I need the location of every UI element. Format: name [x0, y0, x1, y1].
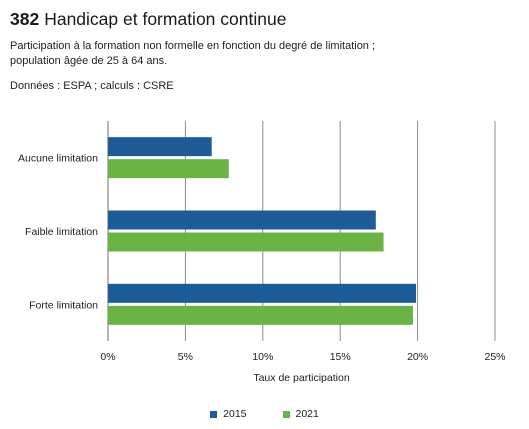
- figure-title: Handicap et formation continue: [44, 9, 287, 29]
- bar-chart: Aucune limitation Faible limitation Forte …: [18, 121, 506, 384]
- chart-subtitle: Participation à la formation non formell…: [10, 39, 520, 69]
- bar-2015-1: [108, 137, 212, 157]
- legend-item-2021: 2021: [282, 408, 319, 420]
- category-label-3: Forte limitation: [29, 299, 98, 311]
- chart-legend: 2015 2021: [0, 408, 529, 420]
- legend-item-2015: 2015: [210, 408, 247, 420]
- chart-header: 382 Handicap et formation continue Partic…: [10, 8, 520, 94]
- bar-2015-3: [108, 283, 417, 303]
- category-label-2: Faible limitation: [25, 226, 98, 238]
- data-source: Données : ESPA ; calculs : CSRE: [10, 80, 174, 92]
- figure-number: 382: [10, 9, 40, 29]
- subtitle-line-2: population âgée de 25 à 64 ans.: [10, 55, 168, 67]
- legend-label-2021: 2021: [295, 408, 319, 420]
- x-tick-label-0: 0%: [100, 351, 115, 363]
- x-axis-title: Taux de participation: [253, 372, 349, 384]
- x-tick-label-10: 10%: [252, 351, 273, 363]
- legend-label-2015: 2015: [223, 408, 247, 420]
- bar-2021-3: [108, 305, 413, 325]
- bar-2021-1: [108, 159, 229, 179]
- chart-title: 382 Handicap et formation continue: [10, 8, 520, 30]
- bar-2015-2: [108, 210, 376, 230]
- bar-2021-2: [108, 232, 384, 252]
- x-tick-label-20: 20%: [407, 351, 428, 363]
- category-label-1: Aucune limitation: [18, 153, 98, 165]
- legend-swatch-2015: [210, 410, 218, 418]
- x-tick-label-5: 5%: [178, 351, 193, 363]
- legend-swatch-2021: [282, 410, 290, 418]
- subtitle-line-1: Participation à la formation non formell…: [10, 40, 376, 52]
- x-tick-label-15: 15%: [330, 351, 351, 363]
- x-tick-label-25: 25%: [484, 351, 505, 363]
